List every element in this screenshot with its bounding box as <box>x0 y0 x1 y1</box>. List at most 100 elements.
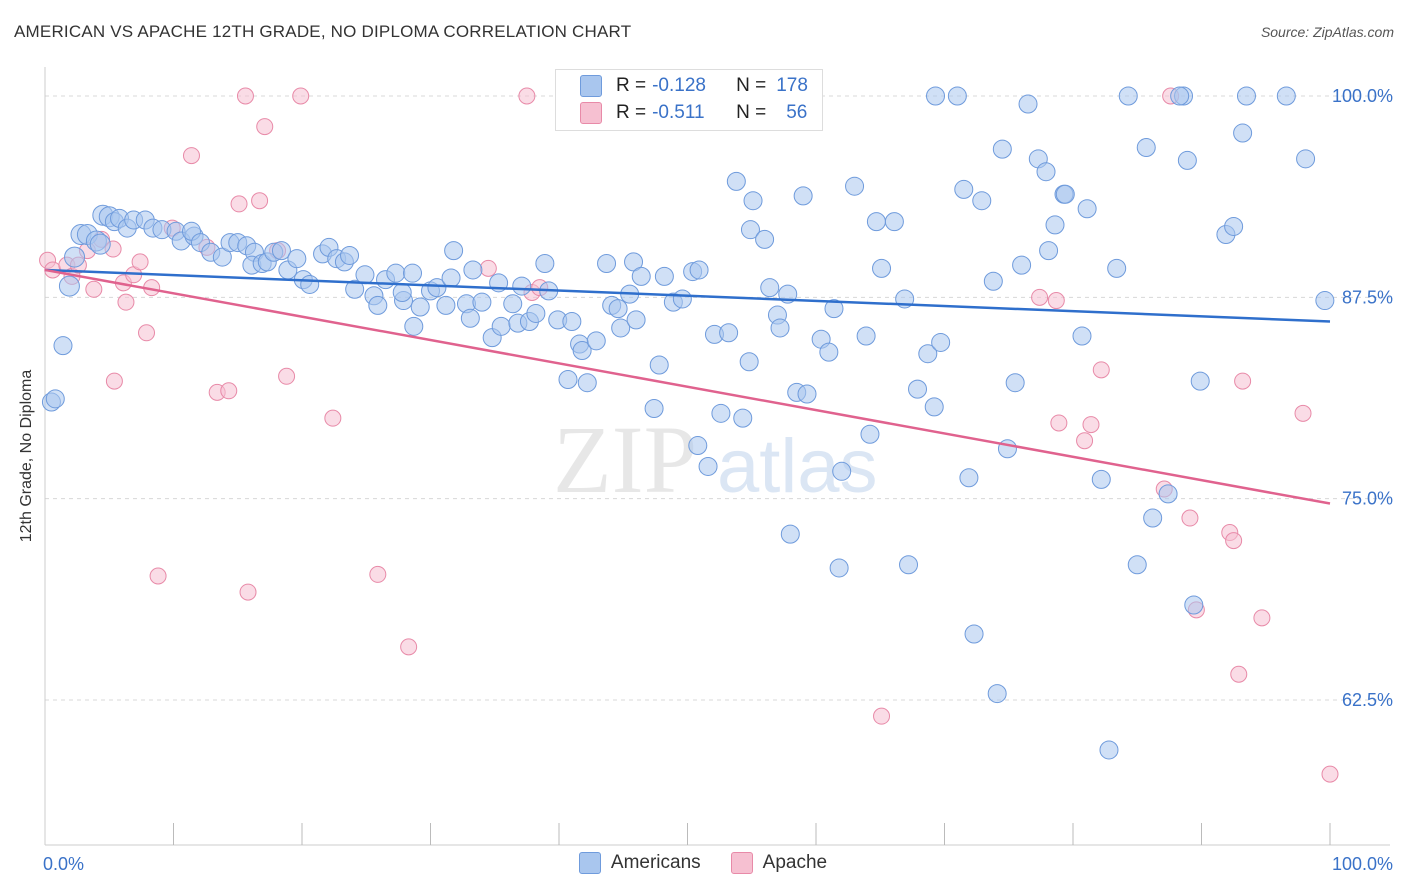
americans-point <box>441 268 461 288</box>
apache-point <box>400 638 418 656</box>
x-tick-labels: 0.0% 100.0% <box>43 854 1393 874</box>
apache-point <box>138 324 156 342</box>
apache-point <box>292 87 310 105</box>
americans-point <box>698 456 718 476</box>
americans-point <box>739 352 759 372</box>
americans-point <box>368 295 388 315</box>
americans-point <box>460 308 480 328</box>
americans-point <box>931 332 951 352</box>
watermark-atlas: atlas <box>717 424 878 509</box>
y-tick-label: 75.0% <box>1342 489 1393 509</box>
americans-point <box>959 468 979 488</box>
apache-point <box>251 192 269 210</box>
americans-point <box>992 139 1012 159</box>
americans-point <box>688 436 708 456</box>
americans-point <box>1233 123 1253 143</box>
americans-legend-label: Americans <box>610 852 701 873</box>
americans-point <box>53 336 73 356</box>
apache-point <box>256 118 274 136</box>
americans-trend-line <box>44 268 1331 323</box>
americans-point <box>89 233 111 255</box>
americans-point <box>755 229 775 249</box>
americans-point <box>672 289 692 309</box>
apache-legend-label: Apache <box>762 852 828 873</box>
americans-point <box>1296 149 1316 169</box>
legend-apache[interactable]: Apache <box>730 852 828 874</box>
americans-r-value: -0.128 <box>652 75 706 96</box>
apache-point <box>220 382 238 400</box>
apache-point <box>149 567 167 585</box>
americans-point <box>1005 373 1025 393</box>
americans-point <box>503 294 523 314</box>
stats-legend: R = -0.128 N = 178 R = -0.511 N = 56 <box>555 69 823 131</box>
americans-point <box>271 241 291 261</box>
legend-row-apache: R = -0.511 N = 56 <box>580 100 807 126</box>
americans-legend-swatch <box>578 852 601 874</box>
americans-point <box>386 263 406 283</box>
americans-point <box>829 558 849 578</box>
series-legend: Americans Apache <box>0 852 1406 874</box>
apache-point <box>131 253 149 271</box>
apache-point <box>239 583 257 601</box>
americans-point <box>740 220 760 240</box>
americans-point <box>860 424 880 444</box>
legend-americans[interactable]: Americans <box>578 852 701 874</box>
americans-n-label: N = <box>736 75 767 96</box>
americans-points <box>41 86 1335 760</box>
apache-point <box>85 280 103 298</box>
americans-point <box>1224 216 1244 236</box>
apache-point <box>1253 609 1271 627</box>
apache-point <box>1234 372 1252 390</box>
americans-point <box>918 344 938 364</box>
apache-point <box>117 293 135 311</box>
americans-point <box>444 241 464 261</box>
americans-point <box>760 278 780 298</box>
americans-point <box>726 171 746 191</box>
americans-point <box>719 323 739 343</box>
americans-point <box>631 266 651 286</box>
apache-point <box>230 195 248 213</box>
americans-point <box>866 212 886 232</box>
apache-point <box>518 87 536 105</box>
americans-point <box>597 254 617 274</box>
americans-point <box>64 246 86 268</box>
americans-point <box>1158 484 1178 504</box>
americans-point <box>987 684 1007 704</box>
y-axis-label: 12th Grade, No Diploma <box>18 369 35 543</box>
americans-point <box>558 369 578 389</box>
americans-point <box>1107 258 1127 278</box>
americans-point <box>743 191 763 211</box>
x-tick-label: 0.0% <box>43 854 84 874</box>
apache-points <box>39 87 1339 783</box>
americans-point <box>1143 508 1163 528</box>
americans-point <box>355 265 375 285</box>
americans-point <box>689 260 709 280</box>
americans-point <box>924 397 944 417</box>
americans-point <box>463 260 483 280</box>
americans-point <box>983 271 1003 291</box>
apache-point <box>1082 416 1100 434</box>
americans-point <box>1190 371 1210 391</box>
apache-swatch <box>580 102 602 124</box>
americans-point <box>954 179 974 199</box>
americans-point <box>526 303 546 323</box>
americans-point <box>300 274 320 294</box>
y-tick-label: 87.5% <box>1342 287 1393 307</box>
americans-point <box>1136 138 1156 158</box>
americans-point <box>644 398 664 418</box>
apache-point <box>1047 292 1065 310</box>
apache-point <box>1050 414 1068 432</box>
americans-point <box>586 331 606 351</box>
americans-point <box>947 86 967 106</box>
americans-point <box>1315 291 1335 311</box>
americans-point <box>491 316 511 336</box>
americans-point <box>535 254 555 274</box>
y-tick-label: 62.5% <box>1342 690 1393 710</box>
americans-point <box>608 299 628 319</box>
americans-point <box>1099 740 1119 760</box>
americans-point <box>427 278 447 298</box>
americans-point <box>436 295 456 315</box>
watermark: ZIP atlas <box>553 406 878 513</box>
americans-point <box>845 176 865 196</box>
